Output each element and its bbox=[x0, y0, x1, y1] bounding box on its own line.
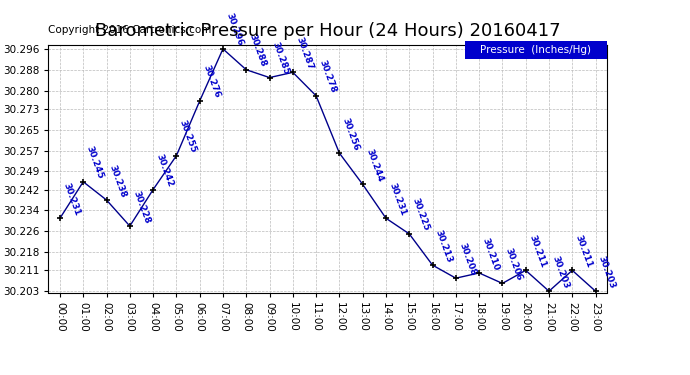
Text: 30.228: 30.228 bbox=[131, 189, 151, 225]
Text: 30.208: 30.208 bbox=[457, 242, 477, 277]
Text: 30.211: 30.211 bbox=[573, 234, 594, 269]
Text: 30.244: 30.244 bbox=[364, 147, 384, 183]
Text: 30.225: 30.225 bbox=[411, 197, 431, 232]
Text: 30.231: 30.231 bbox=[61, 182, 81, 217]
Text: 30.242: 30.242 bbox=[155, 153, 175, 188]
Text: 30.211: 30.211 bbox=[527, 234, 547, 269]
Text: 30.276: 30.276 bbox=[201, 64, 221, 100]
Text: 30.287: 30.287 bbox=[294, 35, 315, 71]
Text: 30.296: 30.296 bbox=[224, 12, 245, 48]
Text: Copyright 2016 Cartronics.com: Copyright 2016 Cartronics.com bbox=[48, 25, 212, 35]
Text: 30.206: 30.206 bbox=[504, 247, 524, 282]
Text: 30.203: 30.203 bbox=[597, 254, 617, 290]
Text: 30.256: 30.256 bbox=[341, 116, 361, 152]
Text: 30.213: 30.213 bbox=[434, 228, 454, 264]
Text: 30.278: 30.278 bbox=[317, 59, 338, 94]
Text: 30.255: 30.255 bbox=[178, 119, 198, 154]
Text: 30.285: 30.285 bbox=[271, 40, 291, 76]
Text: 30.238: 30.238 bbox=[108, 163, 128, 199]
Text: 30.210: 30.210 bbox=[480, 236, 501, 272]
Text: 30.231: 30.231 bbox=[387, 182, 408, 217]
Title: Barometric Pressure per Hour (24 Hours) 20160417: Barometric Pressure per Hour (24 Hours) … bbox=[95, 22, 560, 40]
Text: 30.288: 30.288 bbox=[248, 33, 268, 68]
Text: 30.203: 30.203 bbox=[551, 254, 571, 290]
Text: 30.245: 30.245 bbox=[85, 145, 105, 180]
